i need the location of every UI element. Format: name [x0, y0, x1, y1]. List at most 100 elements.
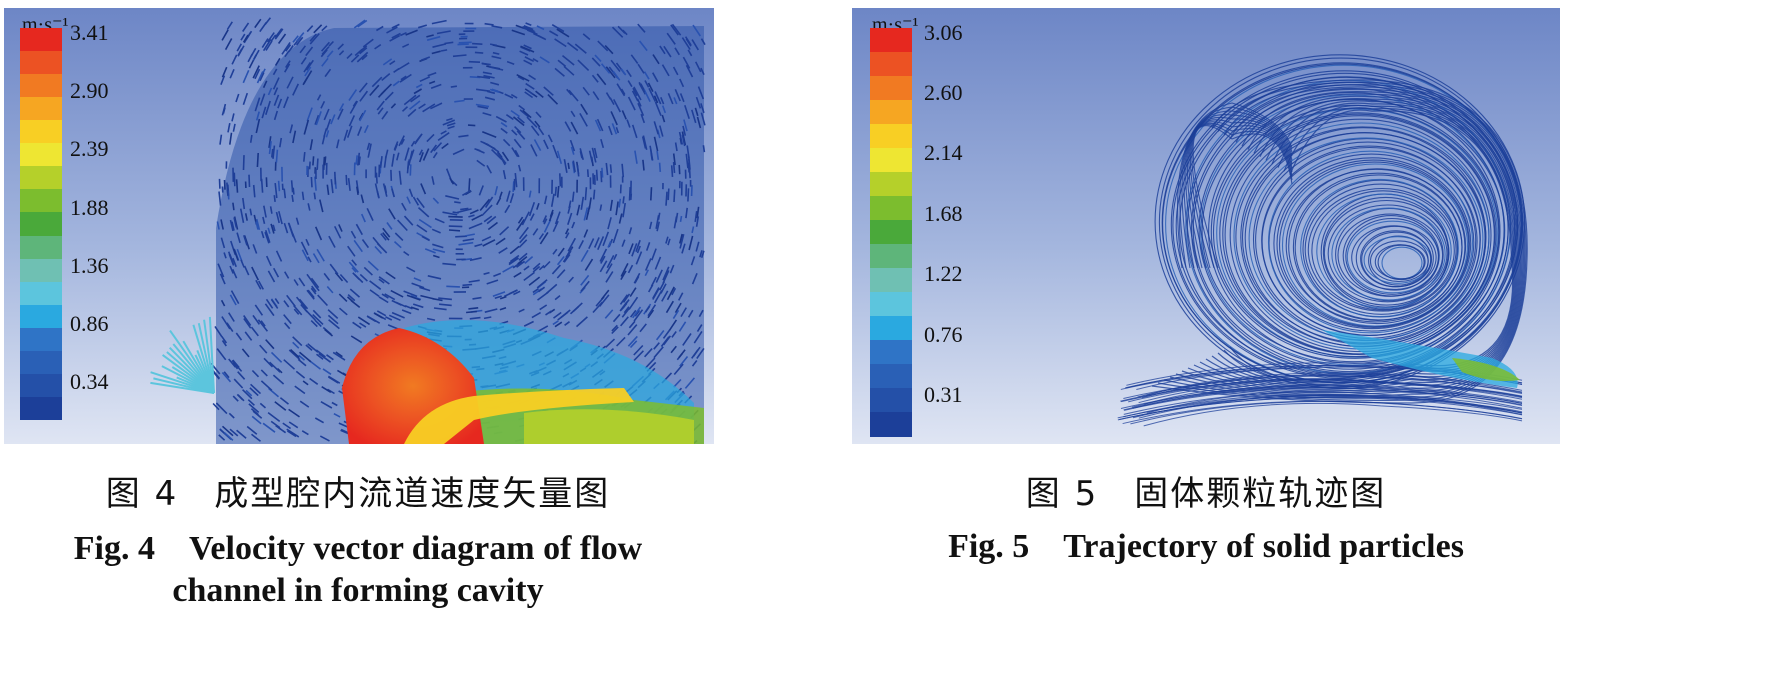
velocity-vector: [448, 229, 461, 232]
velocity-vector: [543, 218, 548, 225]
velocity-vector: [349, 288, 361, 298]
velocity-vector: [354, 274, 364, 284]
velocity-vector: [552, 320, 559, 326]
velocity-vector: [634, 309, 641, 317]
velocity-vector: [633, 344, 644, 356]
velocity-vector: [345, 174, 348, 186]
velocity-vector: [399, 31, 407, 37]
velocity-vector: [660, 96, 665, 105]
velocity-vector: [320, 49, 328, 58]
velocity-vector: [358, 82, 368, 93]
velocity-vector: [260, 369, 268, 377]
velocity-vector: [406, 266, 416, 273]
velocity-vector: [270, 420, 281, 429]
velocity-vector: [682, 56, 691, 69]
velocity-vector: [671, 23, 682, 36]
velocity-vector: [517, 255, 528, 265]
velocity-vector: [691, 109, 697, 124]
velocity-vector: [376, 100, 385, 111]
colorbar-tick-label: 1.22: [924, 261, 963, 286]
colorbar-swatch: [870, 364, 912, 389]
velocity-vector: [582, 33, 591, 41]
velocity-vector: [407, 108, 417, 117]
velocity-vector: [462, 189, 472, 196]
velocity-vector: [411, 282, 425, 289]
colorbar-tick-label: 1.36: [70, 253, 109, 278]
velocity-vector: [545, 283, 558, 295]
velocity-vector: [418, 103, 426, 110]
velocity-vector: [400, 75, 407, 81]
velocity-vector: [236, 43, 242, 52]
velocity-vector: [229, 265, 234, 274]
velocity-vector: [677, 292, 684, 301]
velocity-vector: [321, 25, 328, 32]
velocity-vector: [241, 348, 250, 358]
velocity-vector: [681, 37, 691, 50]
velocity-vector: [351, 267, 357, 273]
velocity-vector: [297, 358, 307, 367]
velocity-vector: [628, 187, 631, 201]
flow-region: [216, 26, 704, 444]
velocity-vector: [260, 320, 266, 327]
velocity-vector: [376, 310, 387, 317]
velocity-vector: [659, 45, 666, 55]
velocity-vector: [239, 208, 245, 223]
velocity-vector: [350, 54, 360, 63]
velocity-vector: [492, 51, 500, 55]
velocity-vector: [244, 213, 248, 221]
colorbar-tick-label: 0.86: [70, 311, 109, 336]
colorbar-swatch: [20, 120, 62, 144]
velocity-vector: [505, 114, 514, 121]
velocity-vector: [259, 402, 267, 409]
velocity-vector: [628, 320, 636, 329]
velocity-vector: [543, 86, 554, 96]
velocity-vector: [601, 167, 604, 178]
velocity-vector: [332, 351, 346, 361]
velocity-vector: [248, 403, 260, 414]
velocity-vector: [549, 30, 559, 37]
velocity-vector: [458, 134, 469, 138]
velocity-vector: [605, 338, 616, 348]
velocity-vector: [301, 249, 309, 262]
colorbar-swatch: [870, 220, 912, 245]
velocity-vector: [212, 402, 220, 411]
velocity-vector: [267, 270, 276, 283]
velocity-vector: [644, 348, 653, 358]
velocity-vector: [578, 240, 585, 250]
velocity-vector: [537, 126, 545, 136]
velocity-vector: [631, 243, 638, 257]
velocity-vector: [381, 72, 391, 82]
velocity-vector: [315, 349, 326, 358]
velocity-vector: [532, 265, 541, 273]
velocity-vector: [403, 290, 418, 298]
velocity-vector: [486, 165, 493, 174]
velocity-vector: [277, 33, 287, 44]
velocity-vector: [412, 196, 420, 206]
velocity-vector: [286, 428, 300, 438]
velocity-vector: [376, 190, 380, 199]
velocity-vector: [313, 24, 323, 34]
velocity-vector: [474, 51, 484, 54]
velocity-vector: [673, 378, 682, 388]
velocity-vector: [416, 224, 428, 233]
velocity-vector: [483, 316, 492, 320]
velocity-vector: [612, 228, 619, 244]
velocity-vector: [272, 267, 280, 278]
velocity-vector: [674, 88, 681, 102]
velocity-vector: [252, 410, 263, 419]
velocity-vector: [356, 186, 359, 196]
velocity-vector: [537, 291, 549, 301]
velocity-vector: [539, 304, 548, 311]
velocity-vector: [243, 234, 248, 246]
velocity-vector: [695, 96, 702, 109]
velocity-vector: [309, 33, 318, 42]
velocity-vector: [265, 40, 273, 51]
velocity-vector: [233, 217, 238, 228]
velocity-vector: [408, 188, 414, 198]
velocity-vector: [569, 139, 576, 152]
velocity-vector: [366, 207, 374, 221]
velocity-vector: [339, 273, 349, 284]
particle-trajectory: [1146, 390, 1523, 414]
particle-trajectory: [1181, 110, 1293, 269]
particle-trajectory: [1217, 104, 1516, 384]
